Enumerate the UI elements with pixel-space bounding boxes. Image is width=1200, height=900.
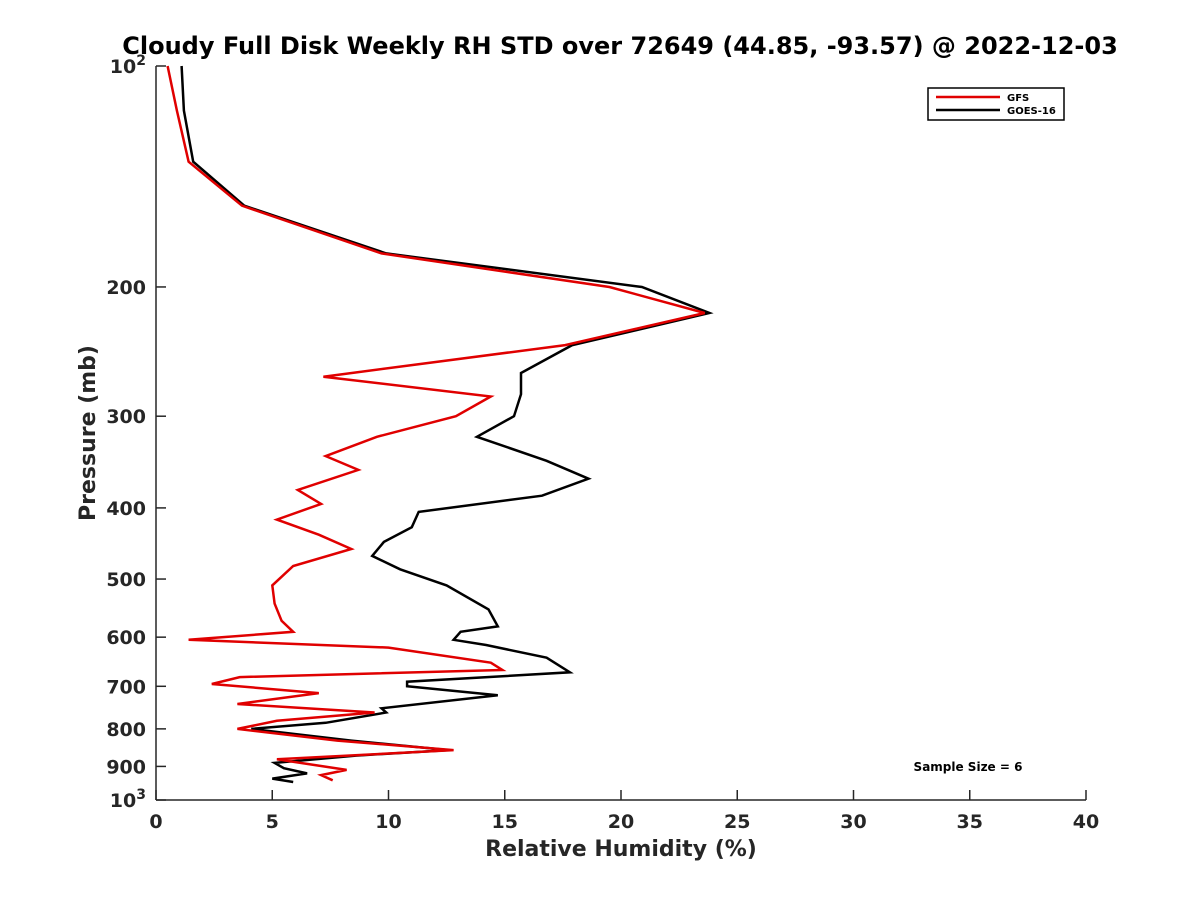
chart-title: Cloudy Full Disk Weekly RH STD over 7264… [122,32,1118,60]
y-tick-label: 103 [110,787,146,812]
y-tick-label: 400 [106,498,146,520]
y-tick-label: 102 [110,53,146,78]
x-tick-label: 40 [1073,811,1099,833]
x-tick-label: 35 [957,811,983,833]
y-tick-label: 500 [106,569,146,591]
x-tick-label: 30 [840,811,866,833]
y-tick-label: 600 [106,627,146,649]
series-layer [166,65,714,784]
y-axis-label: Pressure (mb) [76,345,101,521]
series-line-gfs [166,65,706,782]
y-tick-label: 900 [106,756,146,778]
x-tick-label: 0 [149,811,162,833]
x-tick-label: 25 [724,811,750,833]
legend: GFS GOES-16 [927,87,1065,121]
y-tick-label: 200 [106,277,146,299]
y-tick-exponent: 3 [136,787,146,803]
x-tick-label: 10 [375,811,401,833]
legend-box [927,87,1065,121]
y-tick-label: 700 [106,676,146,698]
sample-size-annotation: Sample Size = 6 [914,760,1023,774]
legend-label-goes16: GOES-16 [1007,106,1056,117]
legend-label-gfs: GFS [1007,93,1029,104]
x-axis-label: Relative Humidity (%) [485,837,757,862]
series-line-goes16 [180,65,714,784]
axes: 0 5 10 15 20 25 30 35 40 102 200 300 400 500 600 700 800… [106,53,1099,833]
x-tick-label: 15 [492,811,518,833]
y-tick-label: 800 [106,719,146,741]
y-tick-exponent: 2 [136,53,146,69]
x-tick-label: 5 [266,811,279,833]
x-tick-label: 20 [608,811,634,833]
y-tick-label: 300 [106,406,146,428]
